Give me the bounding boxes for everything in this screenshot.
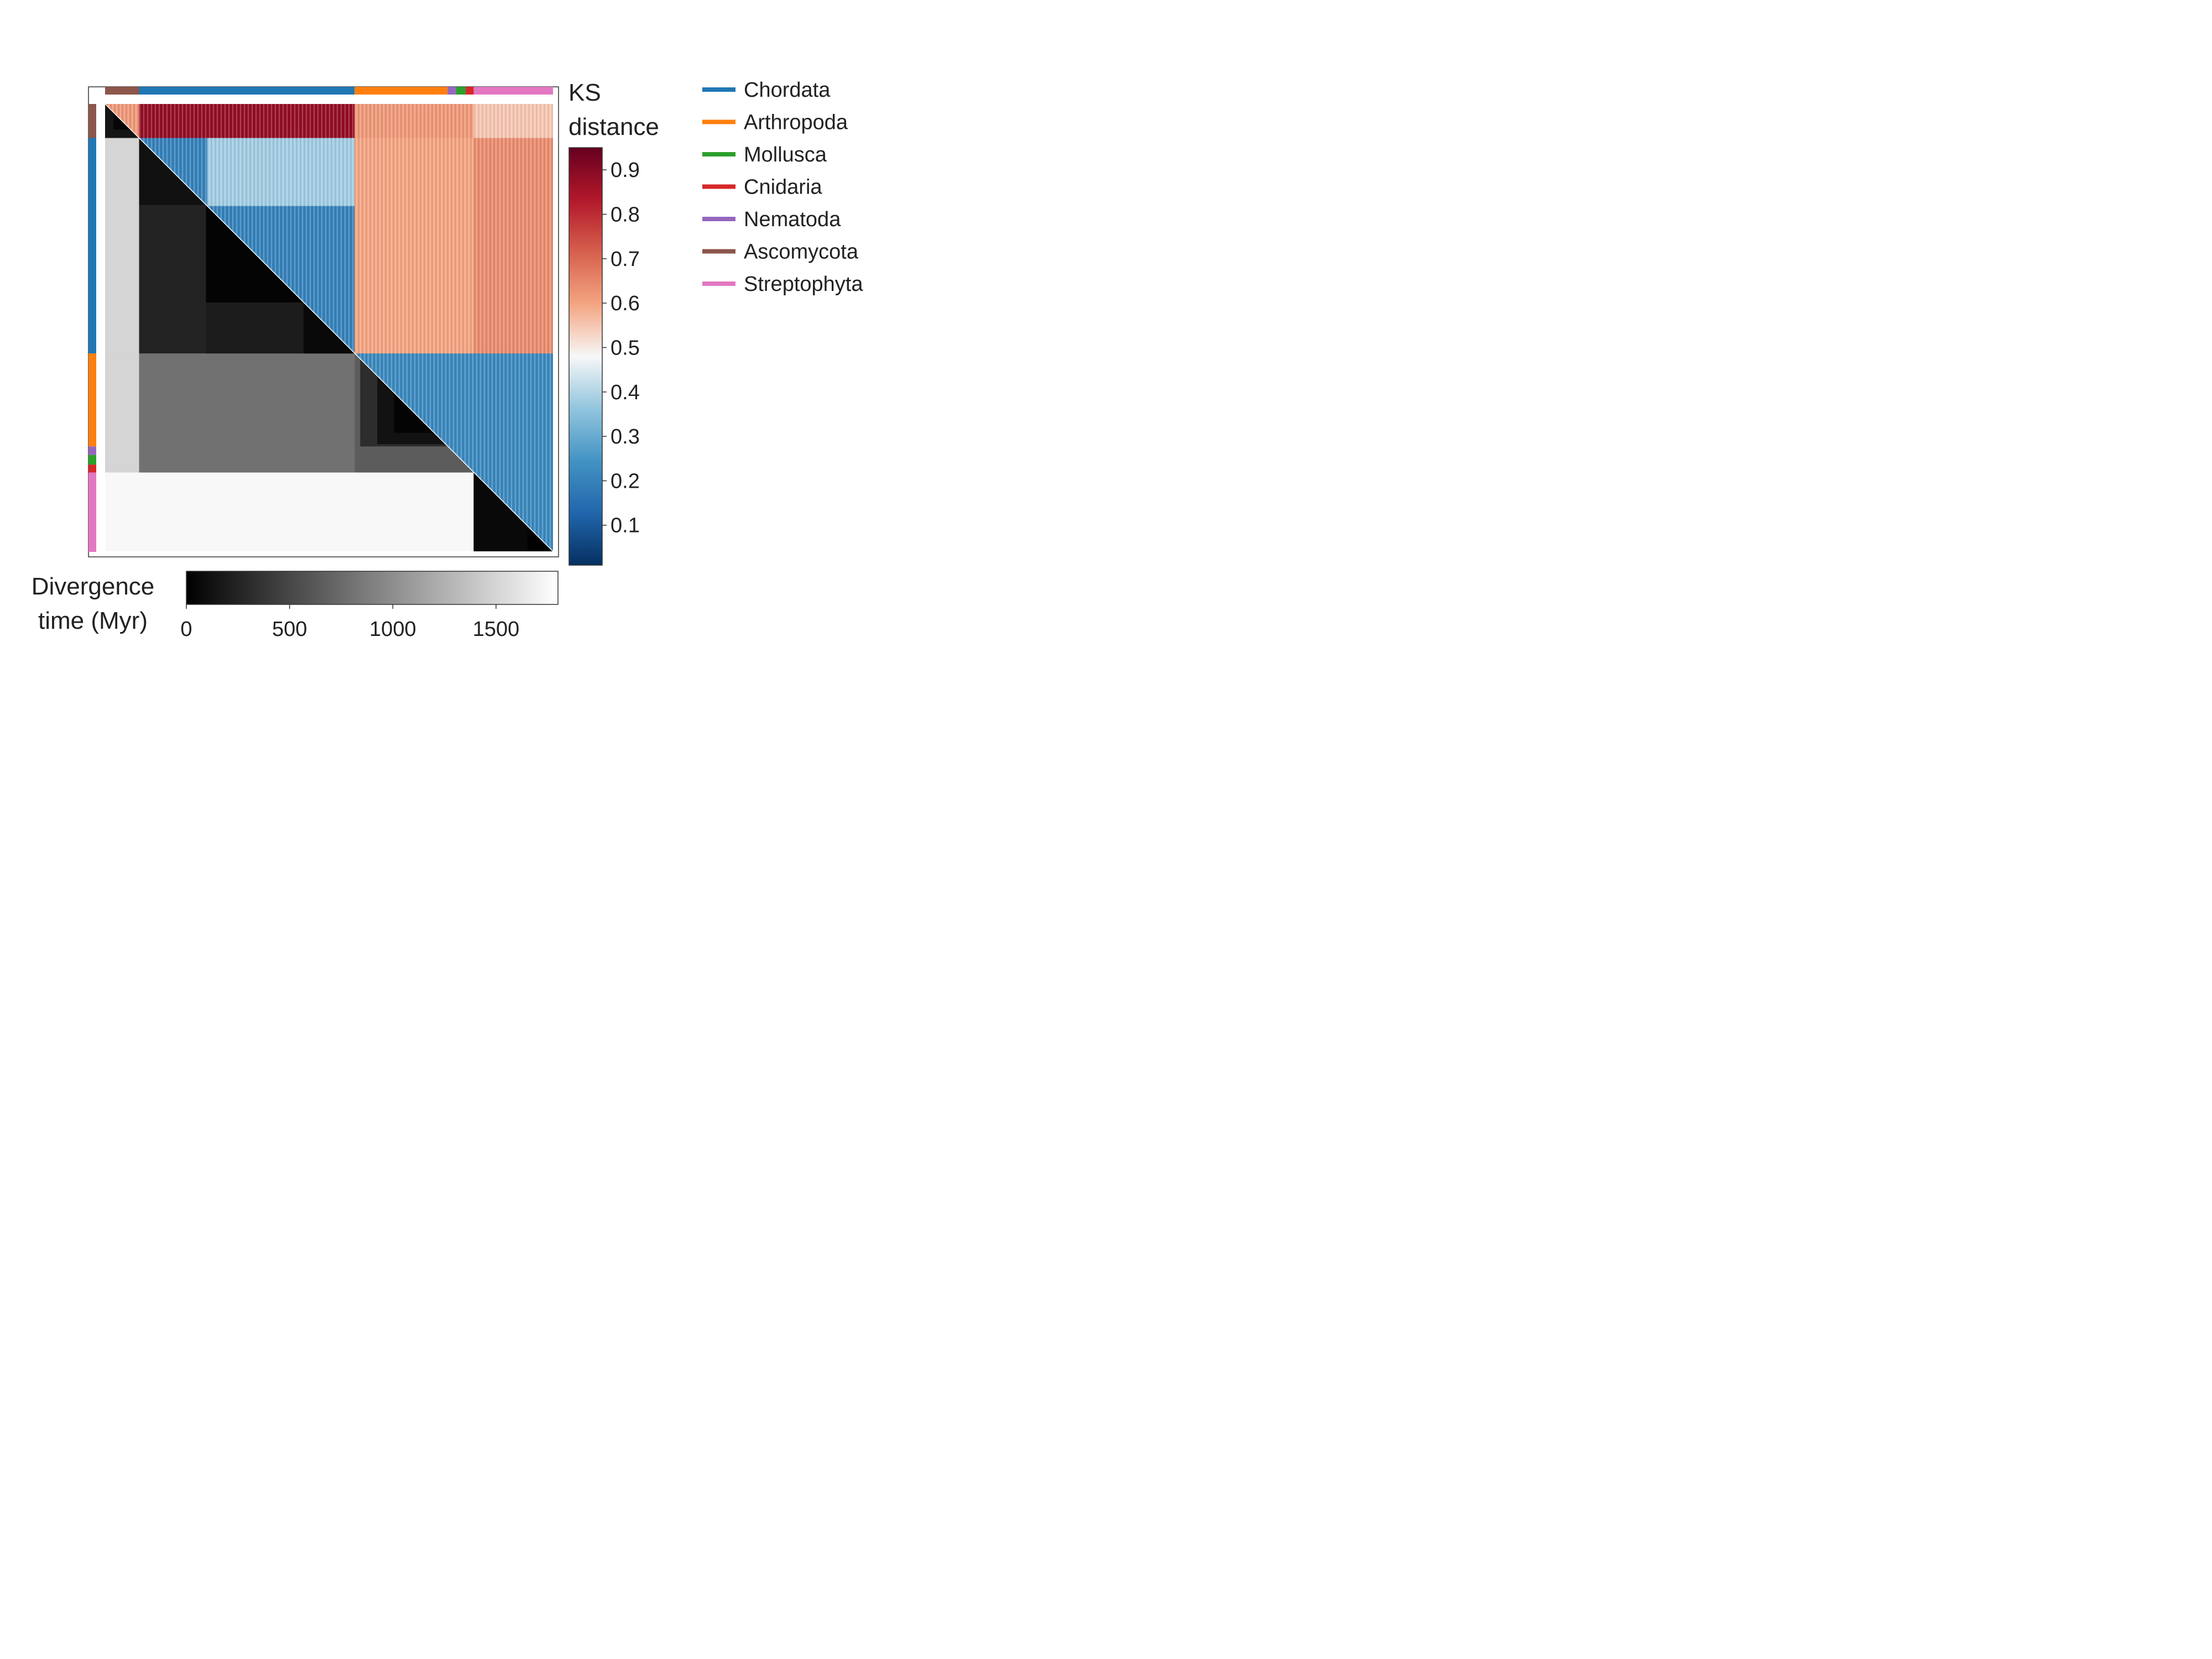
ks-tick-label: 0.6: [611, 292, 640, 315]
legend-label-arthropoda: Arthropoda: [744, 111, 848, 134]
clade-bar-top-cnidaria: [466, 87, 474, 95]
ks-tick-label: 0.9: [611, 159, 640, 182]
legend-label-cnidaria: Cnidaria: [744, 176, 822, 199]
time-colorbar-label-line2: time (Myr): [38, 607, 148, 634]
legend-swatch-ascomycota: [702, 249, 735, 254]
clade-bar-left: [88, 104, 96, 552]
clade-bar-top-mollusca: [456, 87, 466, 95]
clade-bar-left-streptophyta: [88, 472, 96, 552]
clade-bar-top-arthropoda: [354, 87, 448, 95]
ks-colorbar-label-line1: KS: [568, 79, 601, 106]
chart-canvas: KS distance 0.10.20.30.40.50.60.70.80.9 …: [32, 79, 864, 641]
clade-bar-left-nematoda: [88, 446, 96, 455]
ks-tick-label: 0.1: [611, 514, 640, 538]
clade-bar-top-nematoda: [447, 87, 456, 95]
legend-swatch-arthropoda: [702, 119, 735, 124]
time-block-animals-streptophyta: [139, 472, 474, 551]
time-tick-label: 500: [272, 618, 307, 641]
clade-bar-top-streptophyta: [473, 87, 553, 95]
legend-swatch-nematoda: [702, 217, 735, 221]
clade-bar-top-ascomycota: [105, 87, 139, 95]
legend-label-streptophyta: Streptophyta: [744, 273, 863, 296]
clade-bar-left-chordata: [88, 138, 96, 354]
diagonal-line: [105, 103, 554, 552]
legend-label-nematoda: Nematoda: [744, 208, 841, 231]
legend-swatch-mollusca: [702, 152, 735, 156]
clade-bar-left-cnidaria: [88, 465, 96, 473]
ks-colorbar-ticks: 0.1 0.2 0.3 0.4 0.5 0.6 0.7 0.8 0.9: [602, 159, 640, 538]
time-block-chordata-protostomes: [139, 353, 355, 473]
time-tick-label: 1000: [369, 618, 416, 641]
clade-bar-left-ascomycota: [88, 104, 96, 138]
legend-swatch-streptophyta: [702, 281, 735, 286]
ks-tick-label: 0.7: [611, 248, 640, 271]
ks-tick-label: 0.4: [611, 381, 640, 404]
legend-label-chordata: Chordata: [744, 79, 831, 102]
ks-tick-label: 0.8: [611, 203, 640, 226]
clade-bar-left-mollusca: [88, 455, 96, 465]
legend-swatch-cnidaria: [702, 184, 735, 189]
clade-bar-top-chordata: [139, 87, 355, 95]
time-colorbar: [186, 571, 559, 605]
time-block-ascomycota-chordata: [105, 138, 139, 354]
clade-bar-left-arthropoda: [88, 353, 96, 447]
time-colorbar-label-line1: Divergence: [32, 573, 155, 600]
time-block-ascomycota-streptophyta: [105, 472, 139, 551]
ks-colorbar: [568, 147, 603, 566]
ks-colorbar-label-line2: distance: [568, 113, 659, 140]
time-block-ascomycota-arthropoda: [105, 353, 139, 447]
time-colorbar-ticks: 0 500 1000 1500: [180, 604, 519, 641]
time-tick-label: 0: [180, 618, 192, 641]
ks-tick-label: 0.3: [611, 425, 640, 448]
clade-bar-top: [105, 87, 553, 95]
time-tick-label: 1500: [473, 618, 520, 641]
clade-legend: Chordata Arthropoda Mollusca Cnidaria Nemato…: [702, 79, 863, 296]
legend-swatch-chordata: [702, 87, 735, 92]
legend-label-mollusca: Mollusca: [744, 143, 827, 166]
ks-tick-label: 0.2: [611, 469, 640, 493]
legend-label-ascomycota: Ascomycota: [744, 241, 859, 264]
ks-tick-label: 0.5: [611, 336, 640, 359]
